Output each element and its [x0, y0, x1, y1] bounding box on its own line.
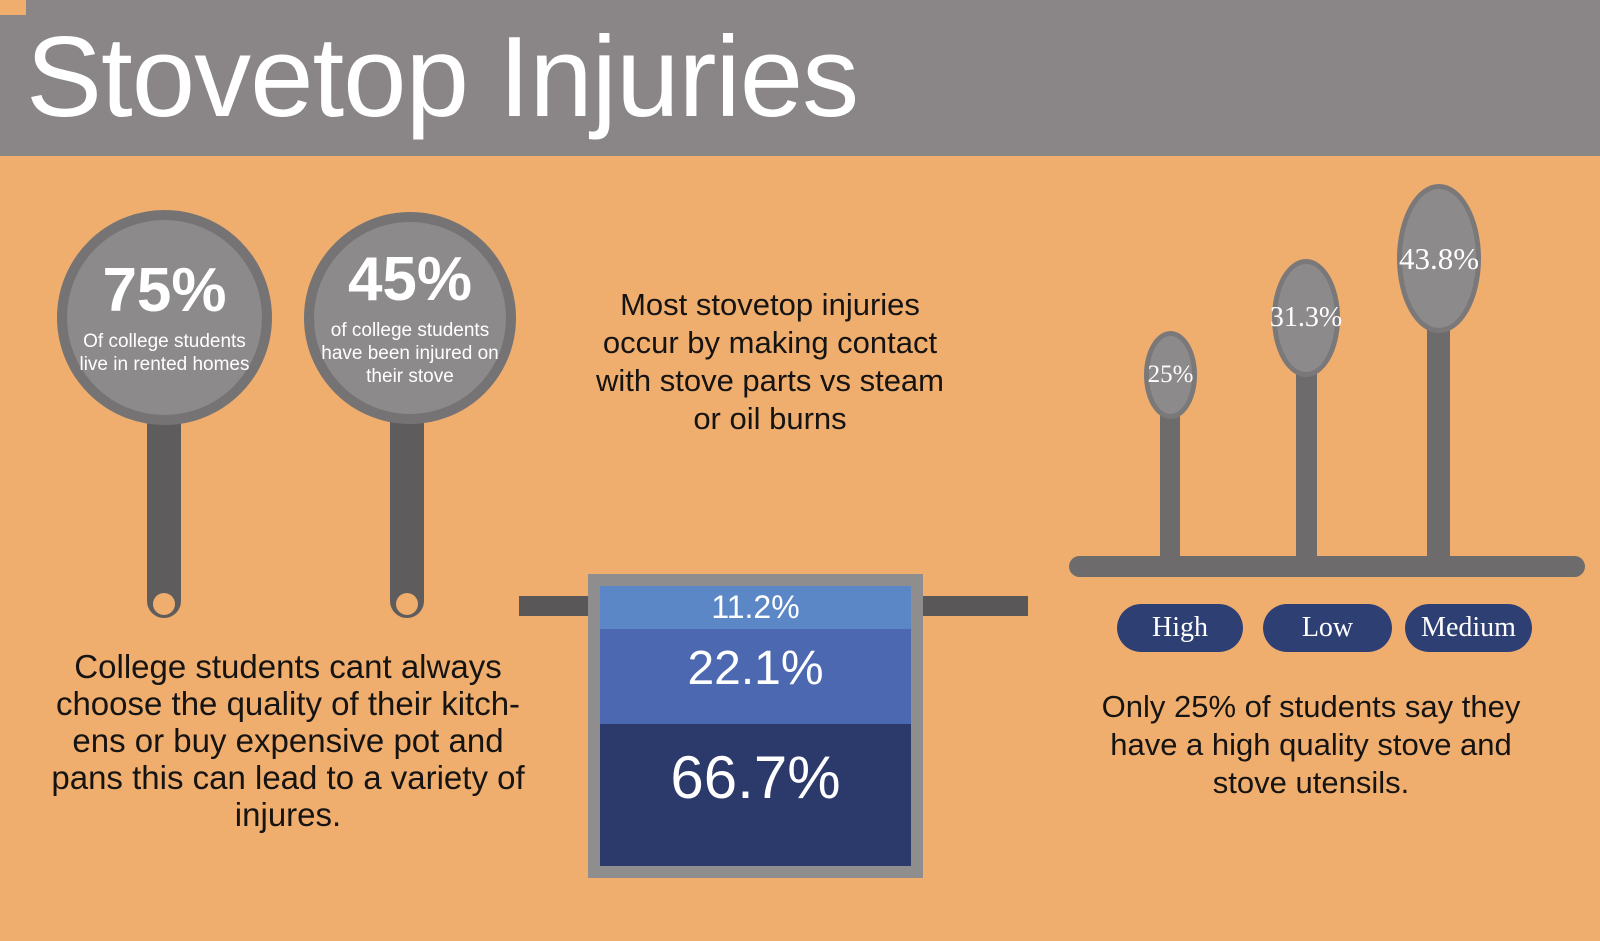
spoon-value: 43.8% — [1398, 240, 1480, 276]
pan-stat-rented-homes: 75% Of college students live in rented h… — [57, 210, 272, 425]
pot-left-handle-icon — [519, 596, 589, 616]
pill-label: Medium — [1421, 612, 1516, 643]
pill-low: Low — [1263, 604, 1392, 652]
pill-medium: Medium — [1405, 604, 1532, 652]
pan-handle-icon — [147, 400, 181, 618]
pot-segment-value: 22.1% — [687, 642, 824, 695]
pot-segment: 11.2% — [600, 586, 911, 629]
pill-label: High — [1152, 612, 1208, 643]
page-title: Stovetop Injuries — [26, 14, 859, 141]
spoon-handle-icon — [1160, 408, 1180, 556]
spoon-baseline-bar — [1069, 556, 1585, 577]
stat-value: 45% — [347, 244, 473, 314]
header-bar: Stovetop Injuries — [0, 0, 1600, 156]
pan-handle-hole — [396, 593, 418, 615]
pill-high: High — [1117, 604, 1243, 652]
spoon-handle-icon — [1296, 368, 1317, 556]
corner-notch — [0, 0, 26, 15]
pot-segment-value: 66.7% — [670, 743, 841, 811]
stat-caption: of college students have been injured on… — [321, 319, 499, 387]
pan-handle-hole — [153, 593, 175, 615]
spoon-bowl-medium: 43.8% — [1397, 184, 1481, 333]
note-contact-injuries: Most stovetop injuries occur by making c… — [595, 287, 944, 436]
pill-label: Low — [1301, 612, 1354, 643]
pot-segment-value: 11.2% — [711, 589, 800, 625]
spoon-bowl-low: 31.3% — [1269, 259, 1343, 377]
stat-value: 75% — [102, 255, 227, 325]
spoon-value: 25% — [1147, 361, 1194, 388]
note-stove-quality: Only 25% of students say they have a hig… — [1101, 689, 1521, 800]
pot-stacked-chart: 11.2% 22.1% 66.7% — [588, 574, 923, 878]
pan-stat-injured: 45% of college students have been injure… — [304, 212, 516, 424]
pot-segment: 66.7% — [600, 724, 911, 866]
spoon-value: 31.3% — [1269, 302, 1343, 333]
stat-caption: Of college students live in rented homes — [79, 330, 250, 375]
note-kitchen-quality: College students cant always choose the … — [51, 648, 525, 833]
pot-right-handle-icon — [922, 596, 1028, 616]
spoon-bowl-high: 25% — [1144, 331, 1197, 419]
pan-handle-icon — [390, 400, 424, 618]
pot-segment: 22.1% — [600, 629, 911, 724]
spoon-handle-icon — [1427, 324, 1450, 556]
